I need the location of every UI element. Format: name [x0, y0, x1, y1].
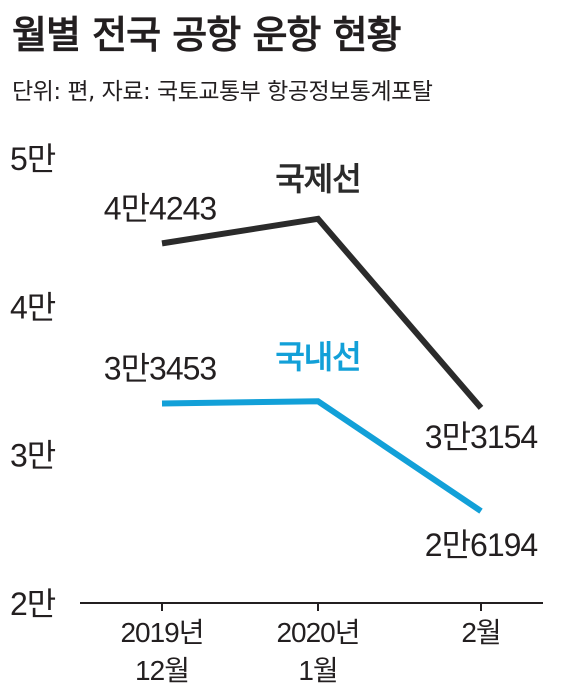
x-tick-label: 2019년 [120, 617, 203, 648]
y-tick-label: 4만 [10, 289, 56, 325]
series-group: 국제선 4만4243 3만3154 국내선 3만3453 2만6194 [104, 160, 539, 563]
data-label: 2만6194 [425, 527, 538, 563]
y-tick-label: 3만 [10, 438, 56, 474]
x-tick-label: 2월 [461, 617, 500, 648]
y-axis-ticks: 5만 4만 3만 2만 [10, 141, 57, 622]
chart-title: 월별 전국 공항 운항 현황 [12, 13, 402, 57]
series-line-1 [161, 398, 483, 514]
chart-subtitle: 단위: 편, 자료: 국토교통부 항공정보통계포탈 [12, 79, 433, 105]
y-tick-label: 5만 [10, 141, 56, 177]
x-axis-ticks: 2019년 12월 2020년 1월 2월 [120, 603, 502, 686]
y-tick-label: 2만 [10, 586, 56, 622]
data-label: 3만3154 [425, 419, 538, 455]
series-line-0 [161, 215, 484, 410]
data-label: 4만4243 [104, 190, 217, 226]
x-tick-label: 1월 [298, 655, 337, 686]
data-label: 3만3453 [104, 350, 217, 386]
series-name-label: 국제선 [275, 160, 360, 198]
x-tick-label: 2020년 [276, 617, 359, 648]
series-name-label: 국내선 [275, 338, 360, 376]
x-tick-label: 12월 [135, 655, 189, 686]
